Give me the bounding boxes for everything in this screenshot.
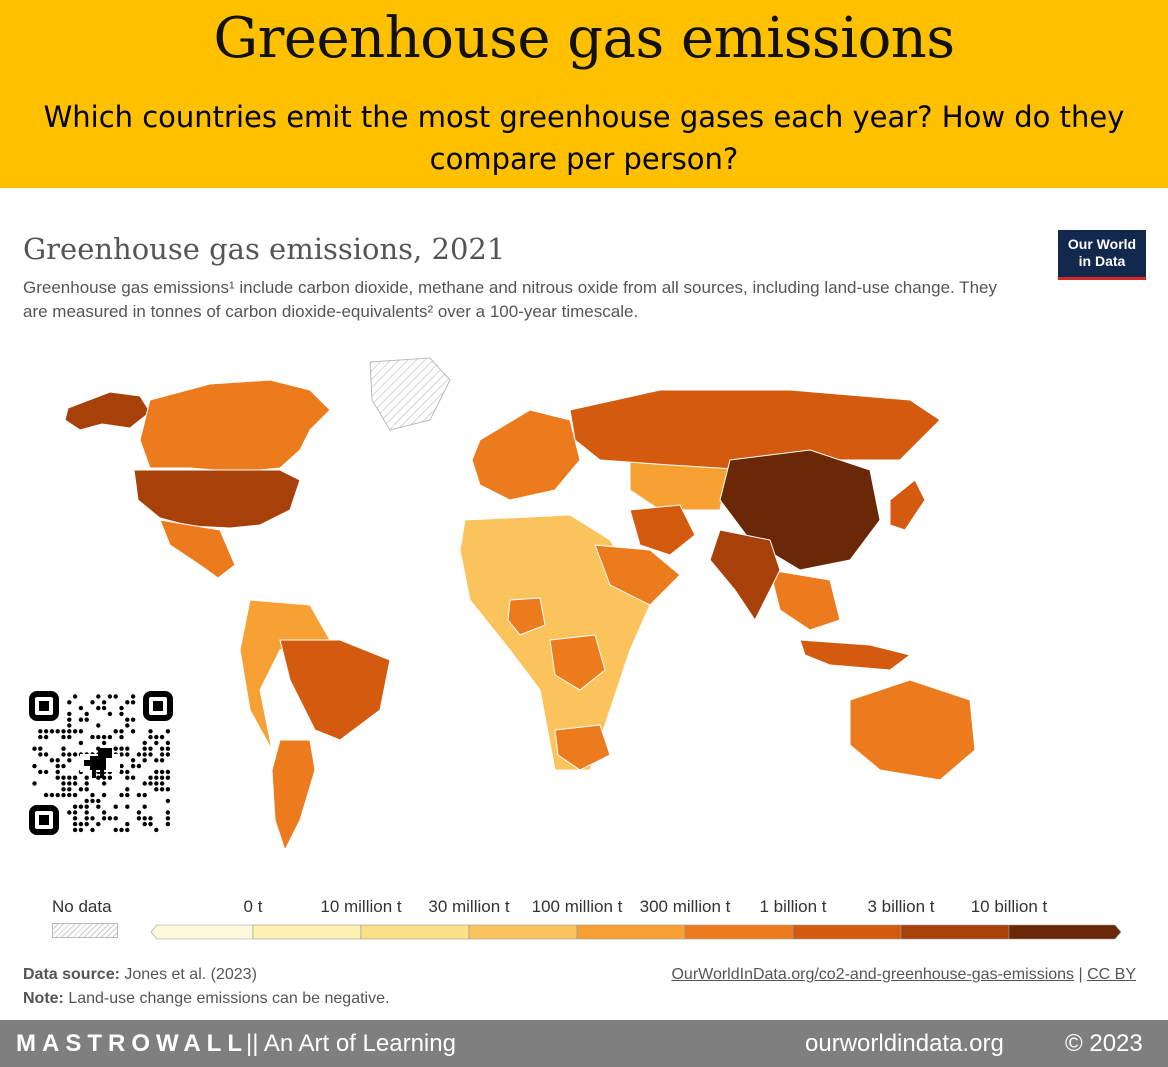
legend-no-data-label: No data [52, 897, 112, 916]
legend-bin-0[interactable] [150, 924, 254, 940]
qr-code[interactable] [28, 690, 174, 836]
link-separator: | [1074, 966, 1088, 983]
owid-logo[interactable]: Our World in Data [1058, 230, 1146, 280]
banner-title: Greenhouse gas emissions [213, 6, 955, 71]
legend-label-8: 10 billion t [970, 897, 1048, 916]
footer-links: OurWorldInData.org/co2-and-greenhouse-ga… [671, 966, 1136, 984]
region-se-asia[interactable] [769, 569, 841, 631]
region-nigeria[interactable] [507, 597, 546, 636]
legend-bin-6[interactable] [792, 924, 902, 940]
region-greenland[interactable] [369, 357, 451, 431]
legend-color-bar [150, 924, 1122, 940]
world-map [64, 357, 976, 852]
region-alaska[interactable] [64, 391, 151, 431]
banner-subtitle: Which countries emit the most greenhouse… [43, 100, 1125, 176]
brand-tagline: || An Art of Learning [246, 1030, 456, 1057]
note-label: Note: [23, 990, 64, 1007]
legend-label-5: 300 million t [639, 897, 731, 916]
region-argentina[interactable] [271, 739, 316, 852]
legend-label-2: 10 million t [320, 897, 402, 916]
chart-description: Greenhouse gas emissions¹ include carbon… [23, 278, 997, 321]
region-saudi-arabia[interactable] [594, 544, 681, 606]
logo-line-2: in Data [1078, 253, 1126, 269]
region-australia[interactable] [849, 679, 976, 781]
data-source-text: Jones et al. (2023) [119, 966, 257, 983]
region-mexico[interactable] [159, 519, 236, 579]
note: Note: Land-use change emissions can be n… [23, 990, 389, 1008]
legend-bin-1[interactable] [252, 924, 362, 940]
legend-label-7: 3 billion t [867, 897, 935, 916]
legend-bin-7[interactable] [900, 924, 1010, 940]
legend-label-1: 0 t [243, 897, 263, 916]
legend-bin-8[interactable] [1008, 924, 1122, 940]
region-russia[interactable] [569, 389, 941, 471]
legend-no-data-swatch [52, 923, 118, 938]
logo-line-1: Our World [1067, 236, 1137, 252]
legend-bin-5[interactable] [684, 924, 794, 940]
source-link[interactable]: OurWorldInData.org/co2-and-greenhouse-ga… [671, 966, 1075, 983]
header-banner: Greenhouse gas emissions Which countries… [0, 0, 1168, 188]
region-india[interactable] [709, 529, 781, 621]
legend-bin-4[interactable] [576, 924, 686, 940]
region-south-america-rest[interactable] [239, 599, 331, 751]
brand-name: MASTROWALL [16, 1030, 248, 1057]
region-iran[interactable] [629, 504, 696, 556]
site-url: ourworldindata.org [805, 1030, 1004, 1057]
note-text: Land-use change emissions can be negativ… [63, 990, 390, 1007]
data-source-label: Data source: [23, 966, 120, 983]
data-source: Data source: Jones et al. (2023) [23, 966, 257, 984]
dinosaur-icon [80, 748, 120, 778]
region-dr-congo[interactable] [549, 634, 606, 691]
license-link[interactable]: CC BY [1087, 966, 1136, 983]
region-indonesia[interactable] [799, 639, 912, 671]
legend-bin-2[interactable] [360, 924, 470, 940]
bottom-bar: MASTROWALL || An Art of Learning ourworl… [0, 1020, 1168, 1067]
region-brazil[interactable] [279, 639, 391, 741]
copyright: © 2023 [1065, 1030, 1143, 1057]
legend-label-4: 100 million t [531, 897, 623, 916]
region-united-states[interactable] [133, 469, 301, 529]
region-south-africa[interactable] [554, 724, 611, 771]
region-canada[interactable] [139, 379, 331, 473]
legend-bin-3[interactable] [468, 924, 578, 940]
chart-title: Greenhouse gas emissions, 2021 [23, 232, 506, 266]
region-europe[interactable] [471, 409, 581, 501]
region-japan[interactable] [889, 479, 926, 531]
legend-label-6: 1 billion t [759, 897, 827, 916]
legend-label-3: 30 million t [428, 897, 510, 916]
